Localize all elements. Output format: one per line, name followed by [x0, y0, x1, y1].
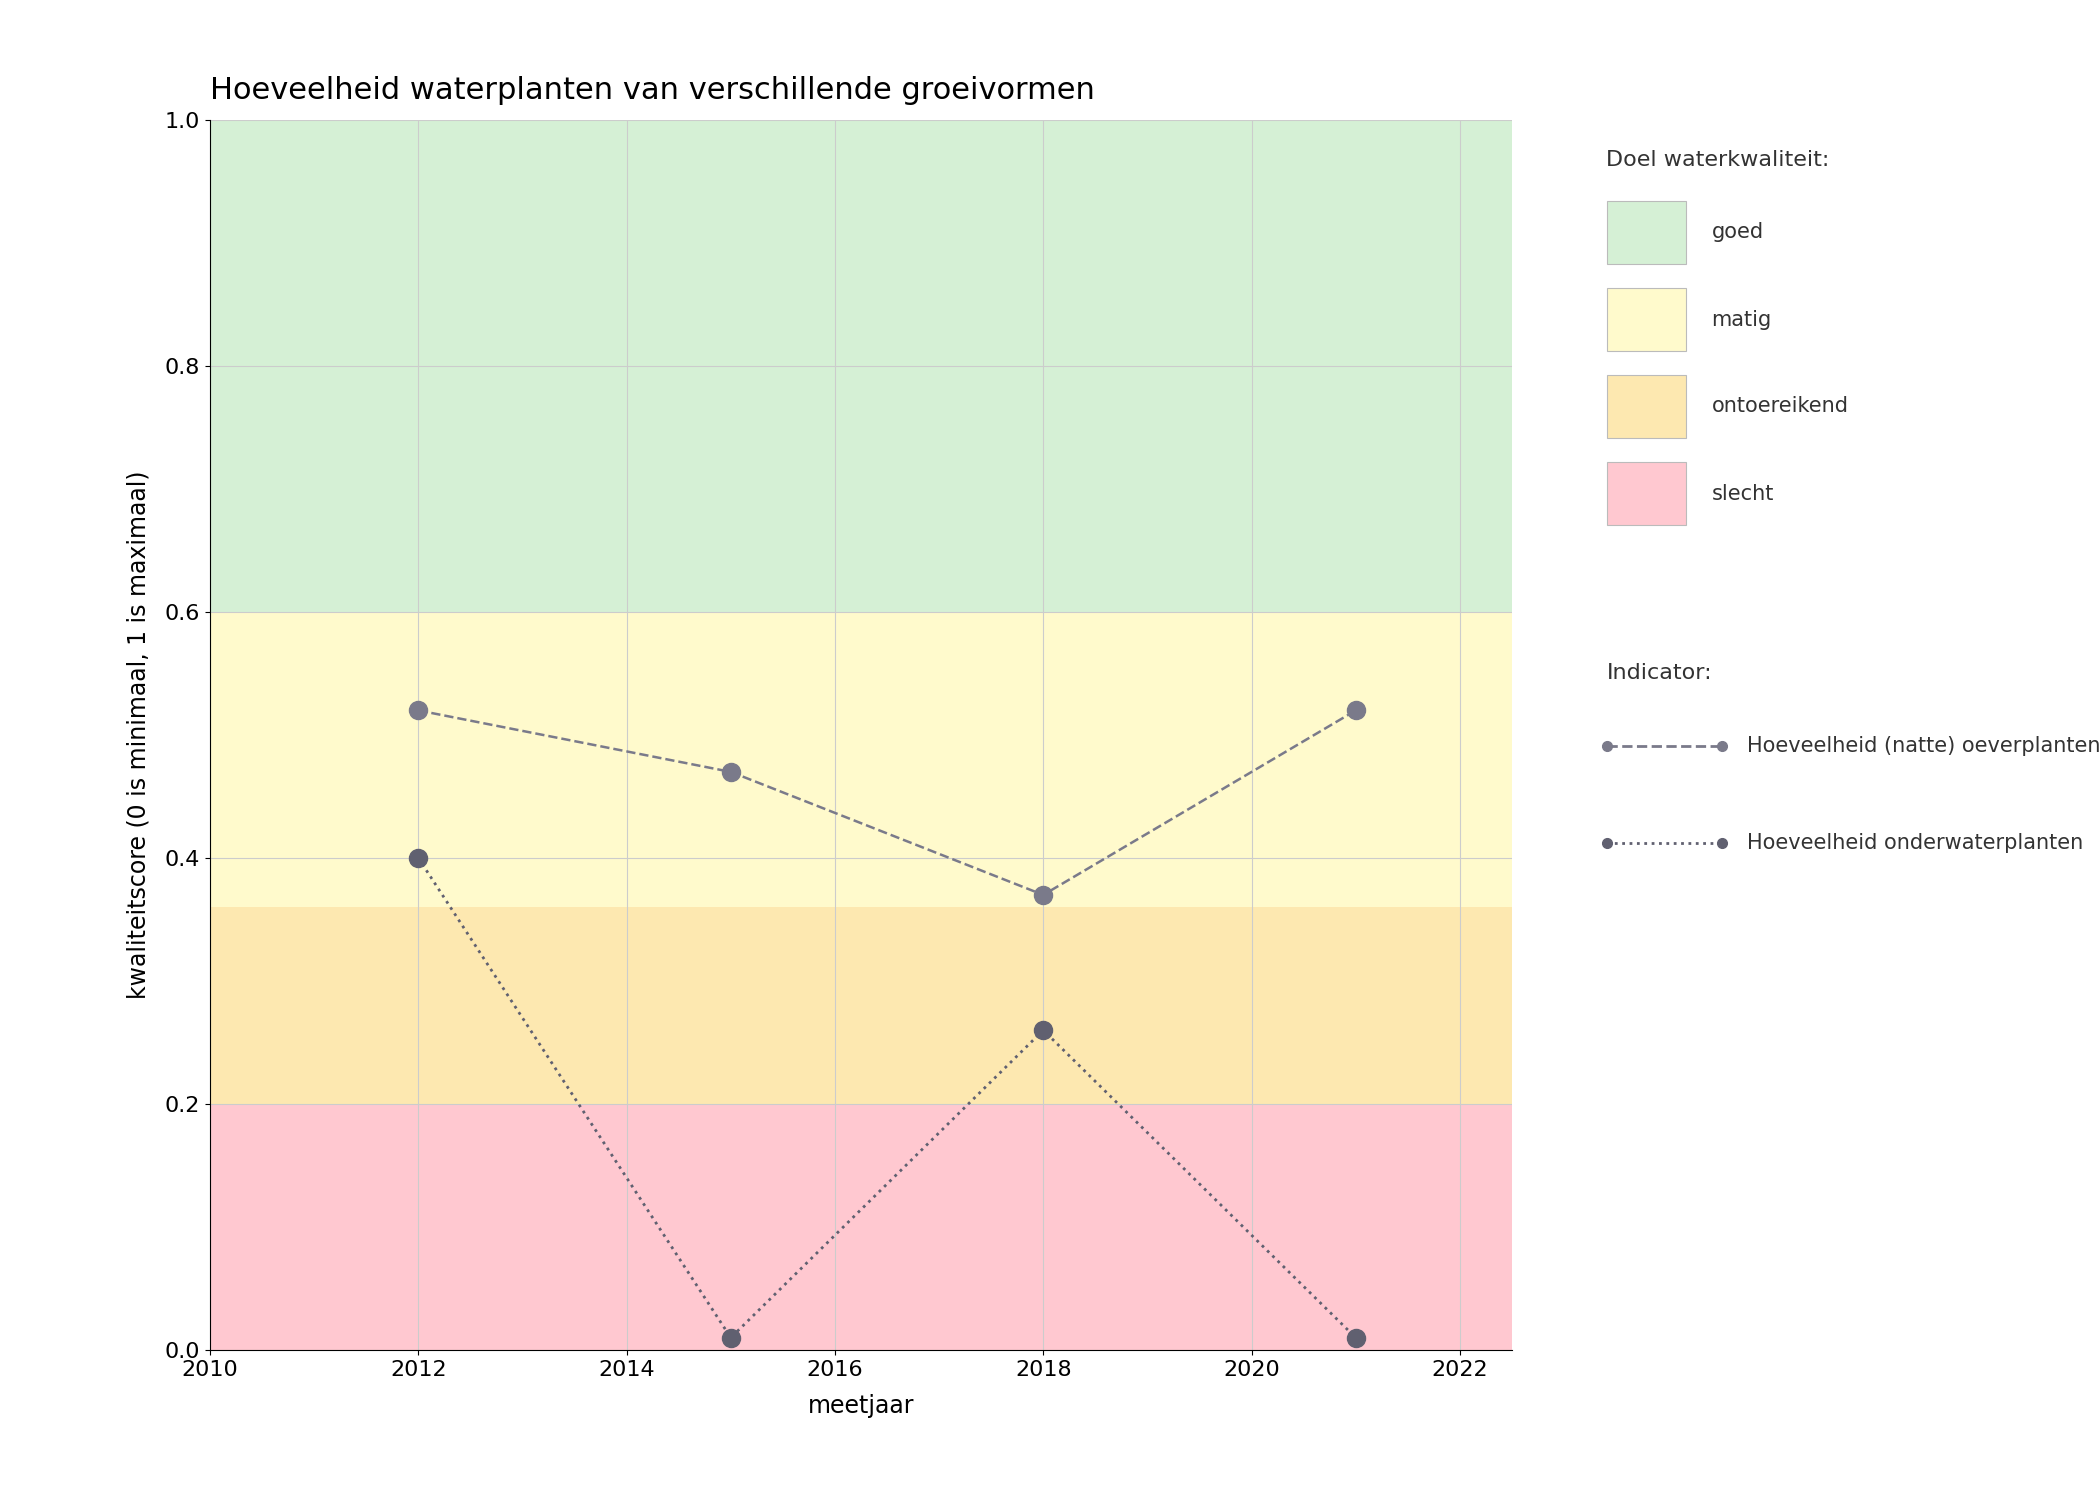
- Bar: [210, 1104, 1512, 1350]
- Text: Hoeveelheid onderwaterplanten: Hoeveelheid onderwaterplanten: [1747, 833, 2083, 854]
- Text: Indicator:: Indicator:: [1606, 663, 1711, 682]
- Bar: [210, 120, 1512, 612]
- Text: Doel waterkwaliteit:: Doel waterkwaliteit:: [1606, 150, 1829, 170]
- Bar: [210, 908, 1512, 1104]
- Bar: [210, 612, 1512, 908]
- Y-axis label: kwaliteitscore (0 is minimaal, 1 is maximaal): kwaliteitscore (0 is minimaal, 1 is maxi…: [126, 471, 151, 999]
- Text: goed: goed: [1712, 222, 1764, 243]
- Text: slecht: slecht: [1712, 483, 1774, 504]
- Text: Hoeveelheid (natte) oeverplanten: Hoeveelheid (natte) oeverplanten: [1747, 735, 2100, 756]
- Text: Hoeveelheid waterplanten van verschillende groeivormen: Hoeveelheid waterplanten van verschillen…: [210, 76, 1094, 105]
- X-axis label: meetjaar: meetjaar: [808, 1394, 914, 1417]
- Text: matig: matig: [1712, 309, 1772, 330]
- Text: ontoereikend: ontoereikend: [1712, 396, 1848, 417]
